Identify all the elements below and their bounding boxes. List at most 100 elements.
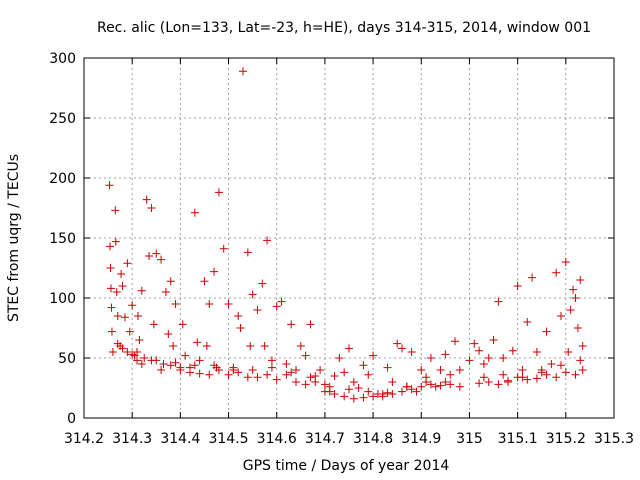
data-point [128,350,137,359]
data-point [383,388,392,397]
data-point [578,366,587,374]
x-axis-ticks: 314.2 314.3 314.4 314.5 314.6 314.7 314.8 314.9… [64,58,634,447]
data-point [239,67,247,76]
data-point [171,300,180,308]
data-point [402,382,411,391]
data-point [573,324,582,332]
data-point [566,306,575,314]
data-point [364,370,373,379]
data-point [426,380,435,389]
data-point [113,312,122,320]
data-point [518,366,527,374]
data-point [105,181,114,190]
data-point [164,330,173,338]
data-point [542,370,551,379]
data-point [195,369,204,378]
data-point [364,387,373,396]
data-point [359,361,368,370]
data-point [253,373,262,382]
y-tick-label: 200 [49,171,76,187]
data-point [140,354,149,362]
data-point [111,237,120,246]
data-point [557,312,565,320]
data-point [465,356,474,365]
data-point [277,297,286,306]
y-tick-label: 100 [49,291,76,307]
data-point [547,360,556,368]
data-point [354,384,363,392]
data-point [518,373,527,382]
x-tick-label: 315 [456,431,483,447]
data-point [499,354,508,362]
data-point [412,387,421,396]
data-point [234,368,243,377]
data-point [426,354,435,362]
y-tick-label: 250 [49,111,76,127]
data-point [359,393,368,402]
x-tick-label: 314.5 [208,431,248,447]
data-point [253,306,262,314]
x-axis-label: GPS time / Days of year 2014 [243,458,450,474]
data-point [166,361,175,370]
y-tick-label: 300 [49,51,76,67]
data-point [234,312,243,320]
data-point [267,356,276,365]
data-point [248,290,257,299]
data-point [106,284,115,293]
data-point [470,339,479,348]
data-point [494,297,503,306]
data-point [258,279,267,288]
x-tick-label: 314.7 [305,431,345,447]
data-point [205,370,214,379]
x-tick-label: 314.9 [401,431,441,447]
data-point [260,342,269,350]
data-point [263,236,272,245]
data-point [369,392,378,401]
data-point [292,366,300,374]
y-tick-label: 0 [67,411,76,427]
data-point [282,370,291,379]
data-point [106,264,115,272]
data-point [224,370,233,379]
data-point [120,313,129,322]
data-point [133,356,141,365]
data-point [272,302,281,311]
data-point [578,342,587,350]
data-point [200,277,209,286]
data-point [552,373,561,382]
data-point [532,374,541,383]
data-point [181,351,190,360]
data-point [186,368,194,377]
data-point [335,354,344,362]
data-point [431,382,440,391]
y-tick-label: 50 [58,351,76,367]
data-point [267,363,276,372]
data-point [112,288,121,296]
data-point [210,361,219,370]
data-point [571,370,580,379]
data-point [128,301,137,310]
data-point [417,382,426,391]
data-point [193,338,202,347]
data-point [561,368,570,377]
data-point [479,373,488,382]
data-point [118,344,127,353]
grid-layer [84,58,614,418]
data-point [455,382,464,391]
data-point [393,339,402,348]
data-point [325,382,334,391]
data-point [484,378,493,386]
data-point [499,370,508,379]
data-point [369,351,378,360]
data-point [383,363,392,372]
x-tick-label: 314.3 [112,431,152,447]
data-point [484,354,493,362]
data-point [123,348,132,356]
data-point [106,242,115,251]
data-point [422,378,431,386]
y-axis-ticks: 0 50 100 150 200 250 300 [49,51,614,427]
data-point [320,387,329,396]
data-point [287,320,296,329]
data-point [152,356,161,365]
x-tick-label: 314.2 [64,431,104,447]
